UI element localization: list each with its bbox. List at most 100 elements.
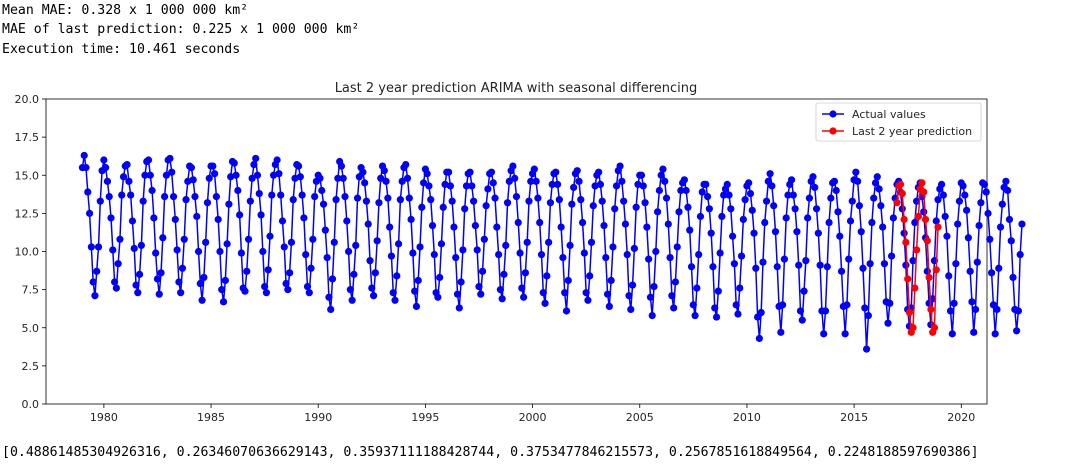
data-point bbox=[180, 235, 188, 243]
data-point bbox=[100, 156, 108, 164]
data-point bbox=[704, 193, 712, 201]
data-point bbox=[988, 269, 996, 277]
data-point bbox=[555, 196, 563, 204]
data-point bbox=[573, 167, 581, 175]
y-tick-label: 17.5 bbox=[15, 131, 40, 144]
data-point bbox=[602, 254, 610, 262]
data-point bbox=[286, 269, 294, 277]
data-point bbox=[911, 284, 919, 292]
data-point bbox=[173, 246, 181, 254]
data-point bbox=[323, 254, 331, 262]
data-point bbox=[161, 193, 169, 201]
data-point bbox=[289, 196, 297, 204]
data-point bbox=[596, 180, 605, 188]
data-point bbox=[187, 164, 195, 172]
data-point bbox=[230, 159, 238, 167]
data-point bbox=[484, 185, 492, 193]
data-point bbox=[773, 263, 781, 271]
data-point bbox=[836, 232, 844, 240]
data-point bbox=[412, 302, 421, 310]
data-point bbox=[943, 232, 951, 240]
data-point bbox=[689, 301, 697, 309]
data-point bbox=[868, 218, 876, 227]
data-point bbox=[893, 199, 901, 207]
data-point bbox=[946, 307, 955, 315]
data-point bbox=[132, 281, 140, 289]
data-point bbox=[348, 296, 356, 304]
data-point bbox=[668, 292, 676, 300]
data-point bbox=[196, 279, 204, 288]
data-point bbox=[337, 162, 346, 170]
data-point bbox=[373, 237, 381, 245]
data-point bbox=[934, 196, 942, 204]
data-point bbox=[212, 193, 220, 201]
data-point bbox=[1009, 273, 1017, 282]
data-point bbox=[711, 304, 719, 312]
data-point bbox=[912, 197, 921, 205]
data-point bbox=[103, 177, 112, 185]
data-point bbox=[384, 194, 392, 202]
data-point bbox=[666, 254, 674, 262]
data-point bbox=[977, 199, 985, 207]
y-tick-label: 15.0 bbox=[15, 169, 40, 182]
data-point bbox=[211, 170, 219, 178]
data-point bbox=[82, 164, 90, 172]
data-point bbox=[105, 193, 113, 201]
data-point bbox=[705, 205, 713, 213]
data-point bbox=[777, 328, 785, 336]
data-point bbox=[241, 287, 249, 295]
data-point bbox=[680, 176, 688, 184]
data-point bbox=[984, 209, 992, 217]
data-point bbox=[600, 221, 608, 230]
data-point bbox=[144, 156, 153, 164]
data-point bbox=[673, 243, 681, 251]
x-tick-label: 1985 bbox=[197, 411, 225, 424]
data-point bbox=[264, 266, 272, 274]
data-point bbox=[527, 177, 535, 185]
data-point bbox=[816, 261, 824, 269]
data-point bbox=[377, 174, 385, 182]
data-point bbox=[84, 188, 92, 196]
data-point bbox=[866, 260, 874, 268]
data-point bbox=[511, 174, 519, 182]
data-point bbox=[575, 177, 583, 185]
data-point bbox=[677, 186, 685, 195]
data-point bbox=[157, 269, 165, 277]
data-point bbox=[359, 168, 367, 176]
data-point bbox=[420, 179, 428, 187]
legend-prediction-label: Last 2 year prediction bbox=[852, 125, 972, 138]
data-point bbox=[937, 180, 946, 188]
data-point bbox=[518, 284, 526, 292]
data-point bbox=[686, 226, 694, 234]
data-point bbox=[718, 212, 726, 221]
data-point bbox=[541, 299, 549, 307]
data-point bbox=[621, 220, 630, 228]
data-point bbox=[261, 282, 269, 291]
data-point bbox=[287, 238, 296, 246]
data-point bbox=[814, 229, 822, 237]
data-point bbox=[491, 194, 499, 202]
data-point bbox=[425, 182, 433, 190]
data-point bbox=[991, 330, 999, 338]
data-point bbox=[114, 260, 122, 268]
data-point bbox=[973, 258, 981, 266]
data-point bbox=[368, 284, 376, 292]
data-point bbox=[609, 243, 617, 251]
data-point bbox=[298, 191, 306, 199]
data-point bbox=[755, 334, 764, 343]
data-point bbox=[223, 240, 231, 248]
data-point bbox=[729, 232, 737, 240]
data-point bbox=[771, 228, 780, 236]
execution-time-text: Execution time: 10.461 seconds bbox=[2, 42, 241, 57]
data-point bbox=[923, 267, 931, 275]
actual-values-series bbox=[78, 151, 1026, 353]
data-point bbox=[296, 173, 304, 181]
x-tick-label: 1995 bbox=[411, 411, 439, 424]
data-point bbox=[945, 272, 953, 280]
mae-list-text: [0.48861485304926316, 0.2634607063662914… bbox=[2, 445, 979, 460]
data-point bbox=[427, 196, 435, 204]
data-point bbox=[914, 212, 923, 221]
data-point bbox=[737, 252, 746, 260]
data-point bbox=[110, 278, 119, 286]
x-tick-label: 2020 bbox=[947, 411, 975, 424]
